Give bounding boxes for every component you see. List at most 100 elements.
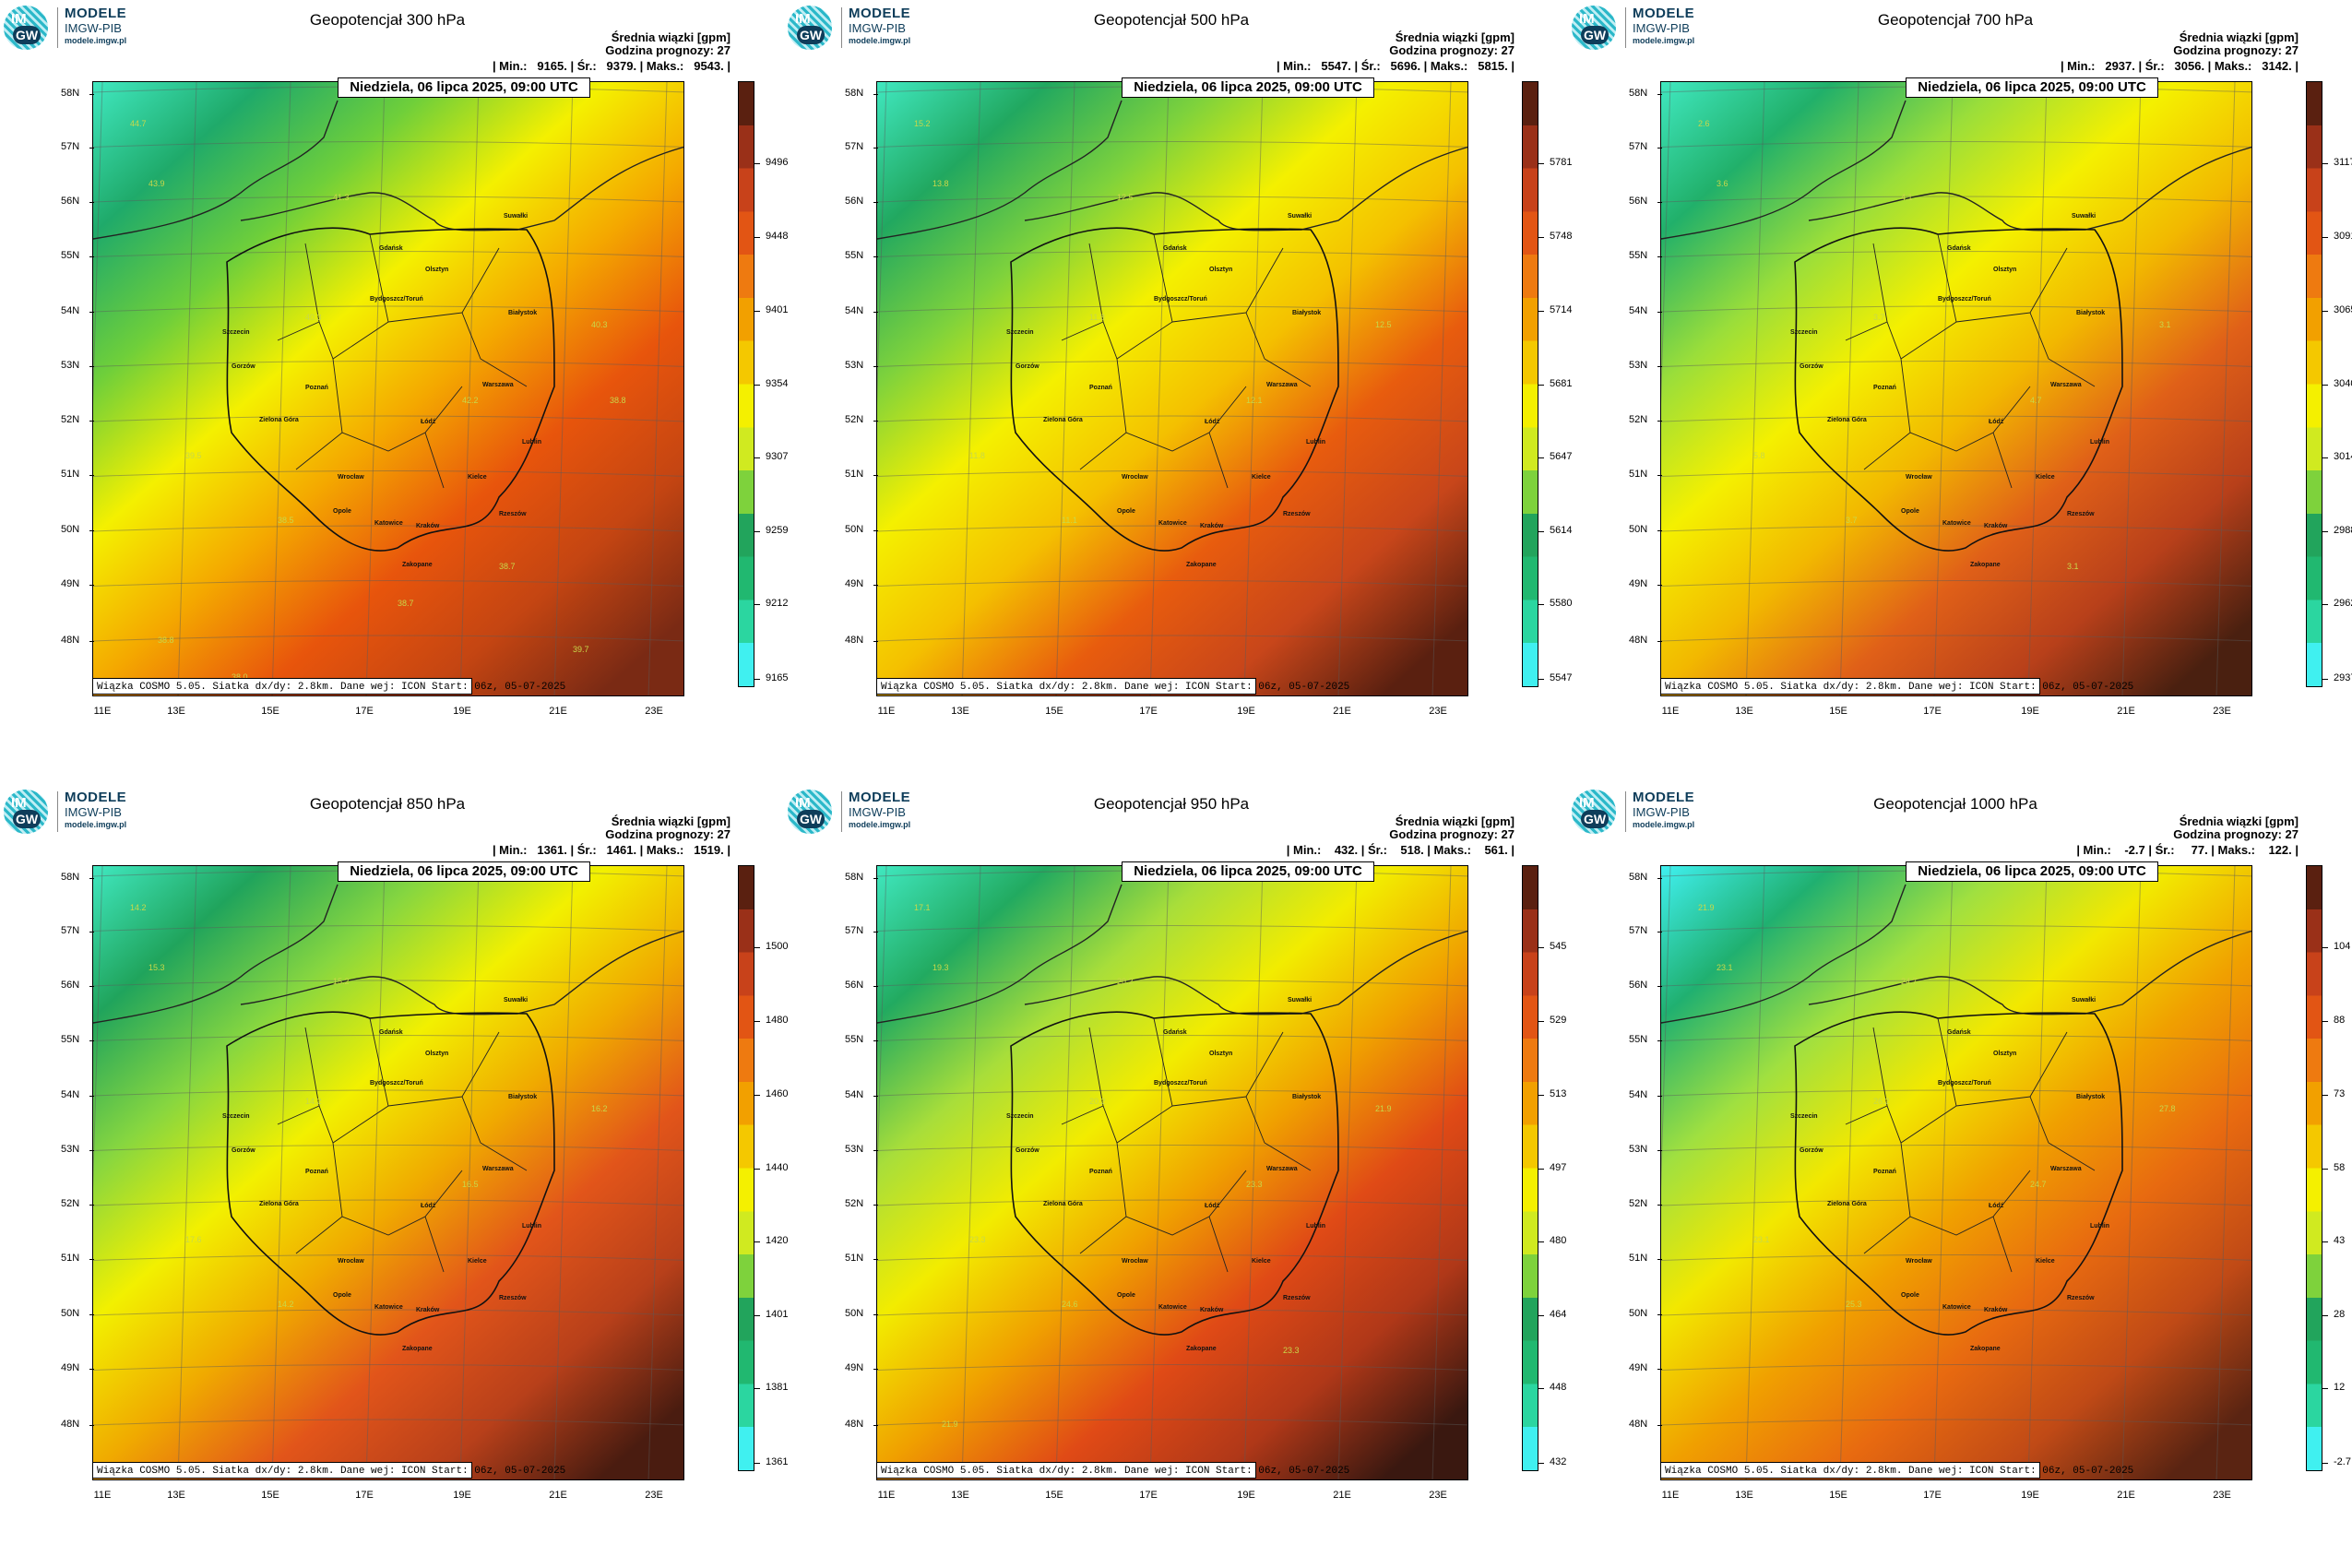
stats-header: Średnia wiązki [gpm] Godzina prognozy: 27 [605,815,731,841]
coastline [1661,884,2251,1024]
contour-label: 38.7 [398,599,414,608]
field-shading [877,82,1467,695]
contour-label: 40.3 [305,313,322,322]
imgw-logo: IM GW MODELE IMGW-PIB modele.imgw.pl [4,790,142,834]
city-label: Białystok [1292,1094,1322,1100]
city-label: Rzeszów [1283,511,1311,517]
colorbar-label: 545 [1538,941,1567,952]
contour-label: 24.7 [2030,1180,2047,1189]
city-label: Olsztyn [1209,267,1233,273]
region-borders [277,1017,528,1273]
contour-label: 21.9 [942,1420,958,1429]
colorbar [2306,81,2322,687]
imgw-logo-icon: IM GW [4,790,48,834]
map-area: Gdańsk Suwałki Olsztyn Szczecin Bydgoszcz/To… [92,865,684,1480]
contour-label: 13.8 [932,179,949,188]
latitude-tick: 54N [845,1089,879,1100]
city-label: Zakopane [1186,1346,1217,1352]
map-panel: IM GW MODELE IMGW-PIB modele.imgw.pl Geopoten… [1568,784,2352,1568]
contour-label: 38.0 [232,672,248,682]
map-panel: IM GW MODELE IMGW-PIB modele.imgw.pl Geopoten… [784,0,1572,784]
longitude-tick: 17E [355,1490,374,1501]
city-label: Szczecin [222,1113,250,1120]
city-label: Szczecin [1006,1113,1034,1120]
colorbar-label: 1440 [754,1162,789,1173]
city-label: Zielona Góra [1827,417,1867,423]
logo-line1: MODELE [849,6,911,21]
city-label: Poznań [1873,385,1896,391]
logo-badge-top: IM [795,11,811,27]
latitude-tick: 56N [845,980,879,991]
model-footer: Wiązka COSMO 5.05. Siatka dx/dy: 2.8km. … [876,678,1349,695]
stat-unit-label: Średnia wiązki [gpm] [1395,30,1515,44]
latitude-tick: 51N [1629,469,1663,480]
longitude-tick: 17E [1923,1490,1942,1501]
logo-line3: modele.imgw.pl [65,36,127,45]
longitude-tick: 15E [1045,1490,1063,1501]
latitude-tick: 52N [845,414,879,425]
latitude-tick: 57N [1629,141,1663,152]
panel-title: Geopotencjał 1000 hPa [1873,795,2037,813]
colorbar-label: 1381 [754,1382,789,1393]
graticule [93,82,683,695]
colorbar-label: 28 [2322,1309,2346,1320]
contour-label: 38.8 [158,636,174,645]
colorbar-label: 3014 [2322,451,2352,462]
contour-label: 16.5 [462,1180,479,1189]
latitude-tick: 56N [1629,980,1663,991]
city-label: Gorzów [1016,1147,1039,1154]
logo-badge-bottom: GW [797,26,825,44]
longitude-tick: 19E [2021,1490,2039,1501]
colorbar-label: 9354 [754,378,789,389]
city-label: Zielona Góra [1043,417,1083,423]
city-label: Gorzów [1016,363,1039,370]
logo-line3: modele.imgw.pl [65,820,127,829]
field-shading [1661,866,2251,1479]
longitude-tick: 13E [1735,1490,1753,1501]
city-label: Łódź [421,419,436,425]
logo-line2: IMGW-PIB [1633,21,1690,35]
city-label: Zakopane [1186,562,1217,568]
city-label: Zakopane [1970,1346,2001,1352]
colorbar-label: 5714 [1538,304,1573,315]
latitude-tick: 51N [1629,1253,1663,1264]
latitude-tick: 55N [845,1034,879,1045]
latitude-tick: 58N [61,872,95,883]
contour-label: 27.8 [2159,1104,2176,1113]
graticule [93,866,683,1479]
city-label: Szczecin [1790,329,1818,336]
logo-line1: MODELE [1633,6,1695,21]
city-label: Kielce [468,474,487,481]
city-label: Bydgoszcz/Toruń [370,296,423,303]
map-area: Gdańsk Suwałki Olsztyn Szczecin Bydgoszcz/To… [876,865,1468,1480]
colorbar-label: 497 [1538,1162,1567,1173]
region-borders [1845,1017,2096,1273]
field-shading [1661,82,2251,695]
longitude-tick: 21E [549,706,567,717]
longitude-tick: 23E [2213,706,2231,717]
colorbar-label: 9496 [754,157,789,168]
map-panel: IM GW MODELE IMGW-PIB modele.imgw.pl Geopoten… [784,784,1568,1568]
longitude-tick: 11E [877,1490,896,1501]
stat-unit-label: Średnia wiązki [gpm] [611,814,731,828]
latitude-tick: 53N [845,360,879,371]
colorbar [738,81,754,687]
imgw-logo: IM GW MODELE IMGW-PIB modele.imgw.pl [1572,790,1710,834]
colorbar-label: 1420 [754,1235,789,1246]
colorbar-label: 2937 [2322,672,2352,683]
city-label: Rzeszów [2067,511,2095,517]
colorbar-label: 1361 [754,1456,789,1467]
map-area: Gdańsk Suwałki Olsztyn Szczecin Bydgoszcz/To… [1660,865,2252,1480]
city-label: Zielona Góra [1043,1201,1083,1207]
contour-label: 38.8 [610,396,626,405]
city-label: Gdańsk [1947,245,1971,252]
stats-line: | Min.: 432. | Śr.: 518. | Maks.: 561. | [1286,843,1515,857]
latitude-tick: 54N [61,305,95,316]
latitude-tick: 55N [61,1034,95,1045]
contour-label: 11.8 [969,451,985,460]
city-label: Gdańsk [1947,1029,1971,1036]
city-label: Kraków [1984,1307,2008,1313]
city-label: Olsztyn [1209,1051,1233,1057]
contour-label: 15.2 [333,977,350,986]
model-footer: Wiązka COSMO 5.05. Siatka dx/dy: 2.8km. … [92,678,565,695]
